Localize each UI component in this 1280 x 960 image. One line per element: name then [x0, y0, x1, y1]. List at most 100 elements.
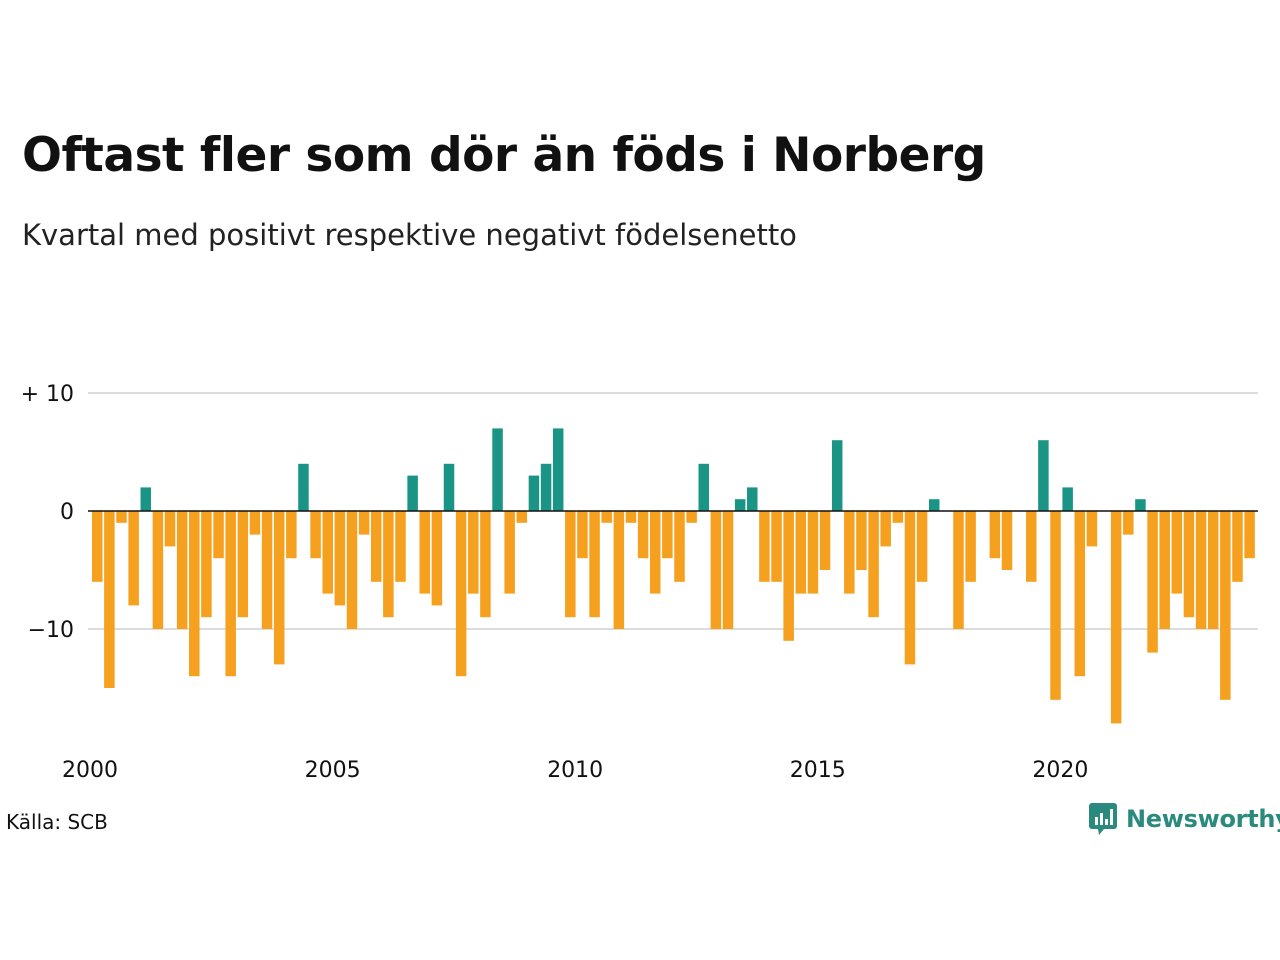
bar: [989, 511, 1001, 559]
bar: [868, 511, 879, 618]
bar: [759, 511, 770, 582]
bar: [649, 511, 661, 594]
y-tick-label: 0: [60, 500, 74, 525]
bar: [1074, 511, 1086, 677]
bar: [1123, 511, 1134, 535]
bar: [492, 428, 503, 511]
bar: [201, 511, 212, 618]
bar: [370, 511, 382, 582]
bar: [1001, 511, 1013, 570]
bar: [601, 511, 612, 523]
bar: [540, 463, 552, 511]
bar: [1244, 511, 1255, 559]
bar: [589, 511, 600, 618]
bar: [674, 511, 685, 582]
bar: [116, 511, 127, 523]
bar: [892, 511, 904, 523]
bar: [504, 511, 515, 594]
bar: [637, 511, 649, 559]
bar: [795, 511, 807, 594]
bar: [953, 511, 964, 629]
bar: [237, 511, 249, 618]
bar: [844, 511, 855, 594]
bar: [1195, 511, 1207, 629]
chart-subtitle: Kvartal med positivt respektive negativt…: [22, 218, 797, 252]
bar: [528, 475, 540, 511]
bar: [176, 511, 188, 629]
bar: [334, 511, 346, 606]
bar: [346, 511, 358, 629]
bar: [1026, 511, 1037, 582]
bar: [455, 511, 467, 677]
brand-name: Newsworthy: [1126, 805, 1280, 833]
bar: [928, 499, 940, 511]
bar: [213, 511, 224, 559]
bar: [1220, 511, 1231, 700]
bar: [831, 440, 843, 511]
bar: [104, 511, 115, 688]
brand-logo: Newsworthy: [1088, 802, 1280, 836]
bar: [807, 511, 819, 594]
bar: [189, 511, 200, 677]
bar: [128, 511, 139, 606]
bar: [880, 511, 891, 547]
bar: [1062, 487, 1073, 511]
bar: [662, 511, 673, 559]
bar: [577, 511, 588, 559]
x-tick-label: 2005: [305, 758, 361, 783]
bar: [747, 487, 758, 511]
x-tick-label: 2015: [790, 758, 846, 783]
bar: [164, 511, 176, 547]
bar: [819, 511, 831, 570]
bar: [856, 511, 867, 570]
bar: [1110, 511, 1122, 724]
bar: [965, 511, 976, 582]
bar: [1159, 511, 1170, 629]
bar: [419, 511, 431, 594]
bar: [613, 511, 625, 629]
bar: [152, 511, 164, 629]
bar: [383, 511, 394, 618]
bar: [273, 511, 285, 665]
chart-title: Oftast fler som dör än föds i Norberg: [22, 128, 986, 183]
bar: [468, 511, 479, 594]
bar: [358, 511, 370, 535]
bar: [1038, 440, 1049, 511]
bar: [1135, 499, 1146, 511]
bar: [140, 487, 152, 511]
bar: [722, 511, 734, 629]
bar: [407, 475, 418, 511]
y-tick-label: + 10: [21, 382, 74, 407]
bar: [1147, 511, 1158, 653]
bar: [249, 511, 261, 535]
bar: [734, 499, 746, 511]
x-tick-label: 2010: [547, 758, 603, 783]
x-tick-label: 2000: [62, 758, 118, 783]
bar: [1207, 511, 1219, 629]
bar: [431, 511, 443, 606]
bar: [625, 511, 637, 523]
bar: [1183, 511, 1195, 618]
bar: [322, 511, 333, 594]
source-note: Källa: SCB: [6, 810, 108, 834]
bar: [904, 511, 916, 665]
bar: [565, 511, 576, 618]
bars: [92, 428, 1255, 724]
bar: [286, 511, 297, 559]
bar: [1232, 511, 1243, 582]
bar: [686, 511, 697, 523]
bar: [552, 428, 564, 511]
bar: [298, 463, 309, 511]
y-axis-ticks: + 10 0 −10: [21, 382, 74, 643]
bar: [1086, 511, 1098, 547]
bar: [225, 511, 236, 677]
bar: [771, 511, 782, 582]
bar: [1050, 511, 1061, 700]
bar: [443, 463, 455, 511]
bar: [92, 511, 103, 582]
bar: [710, 511, 722, 629]
bar: [516, 511, 528, 523]
x-tick-label: 2020: [1032, 758, 1088, 783]
x-axis-ticks: 2000 2005 2010 2015 2020: [62, 758, 1088, 783]
